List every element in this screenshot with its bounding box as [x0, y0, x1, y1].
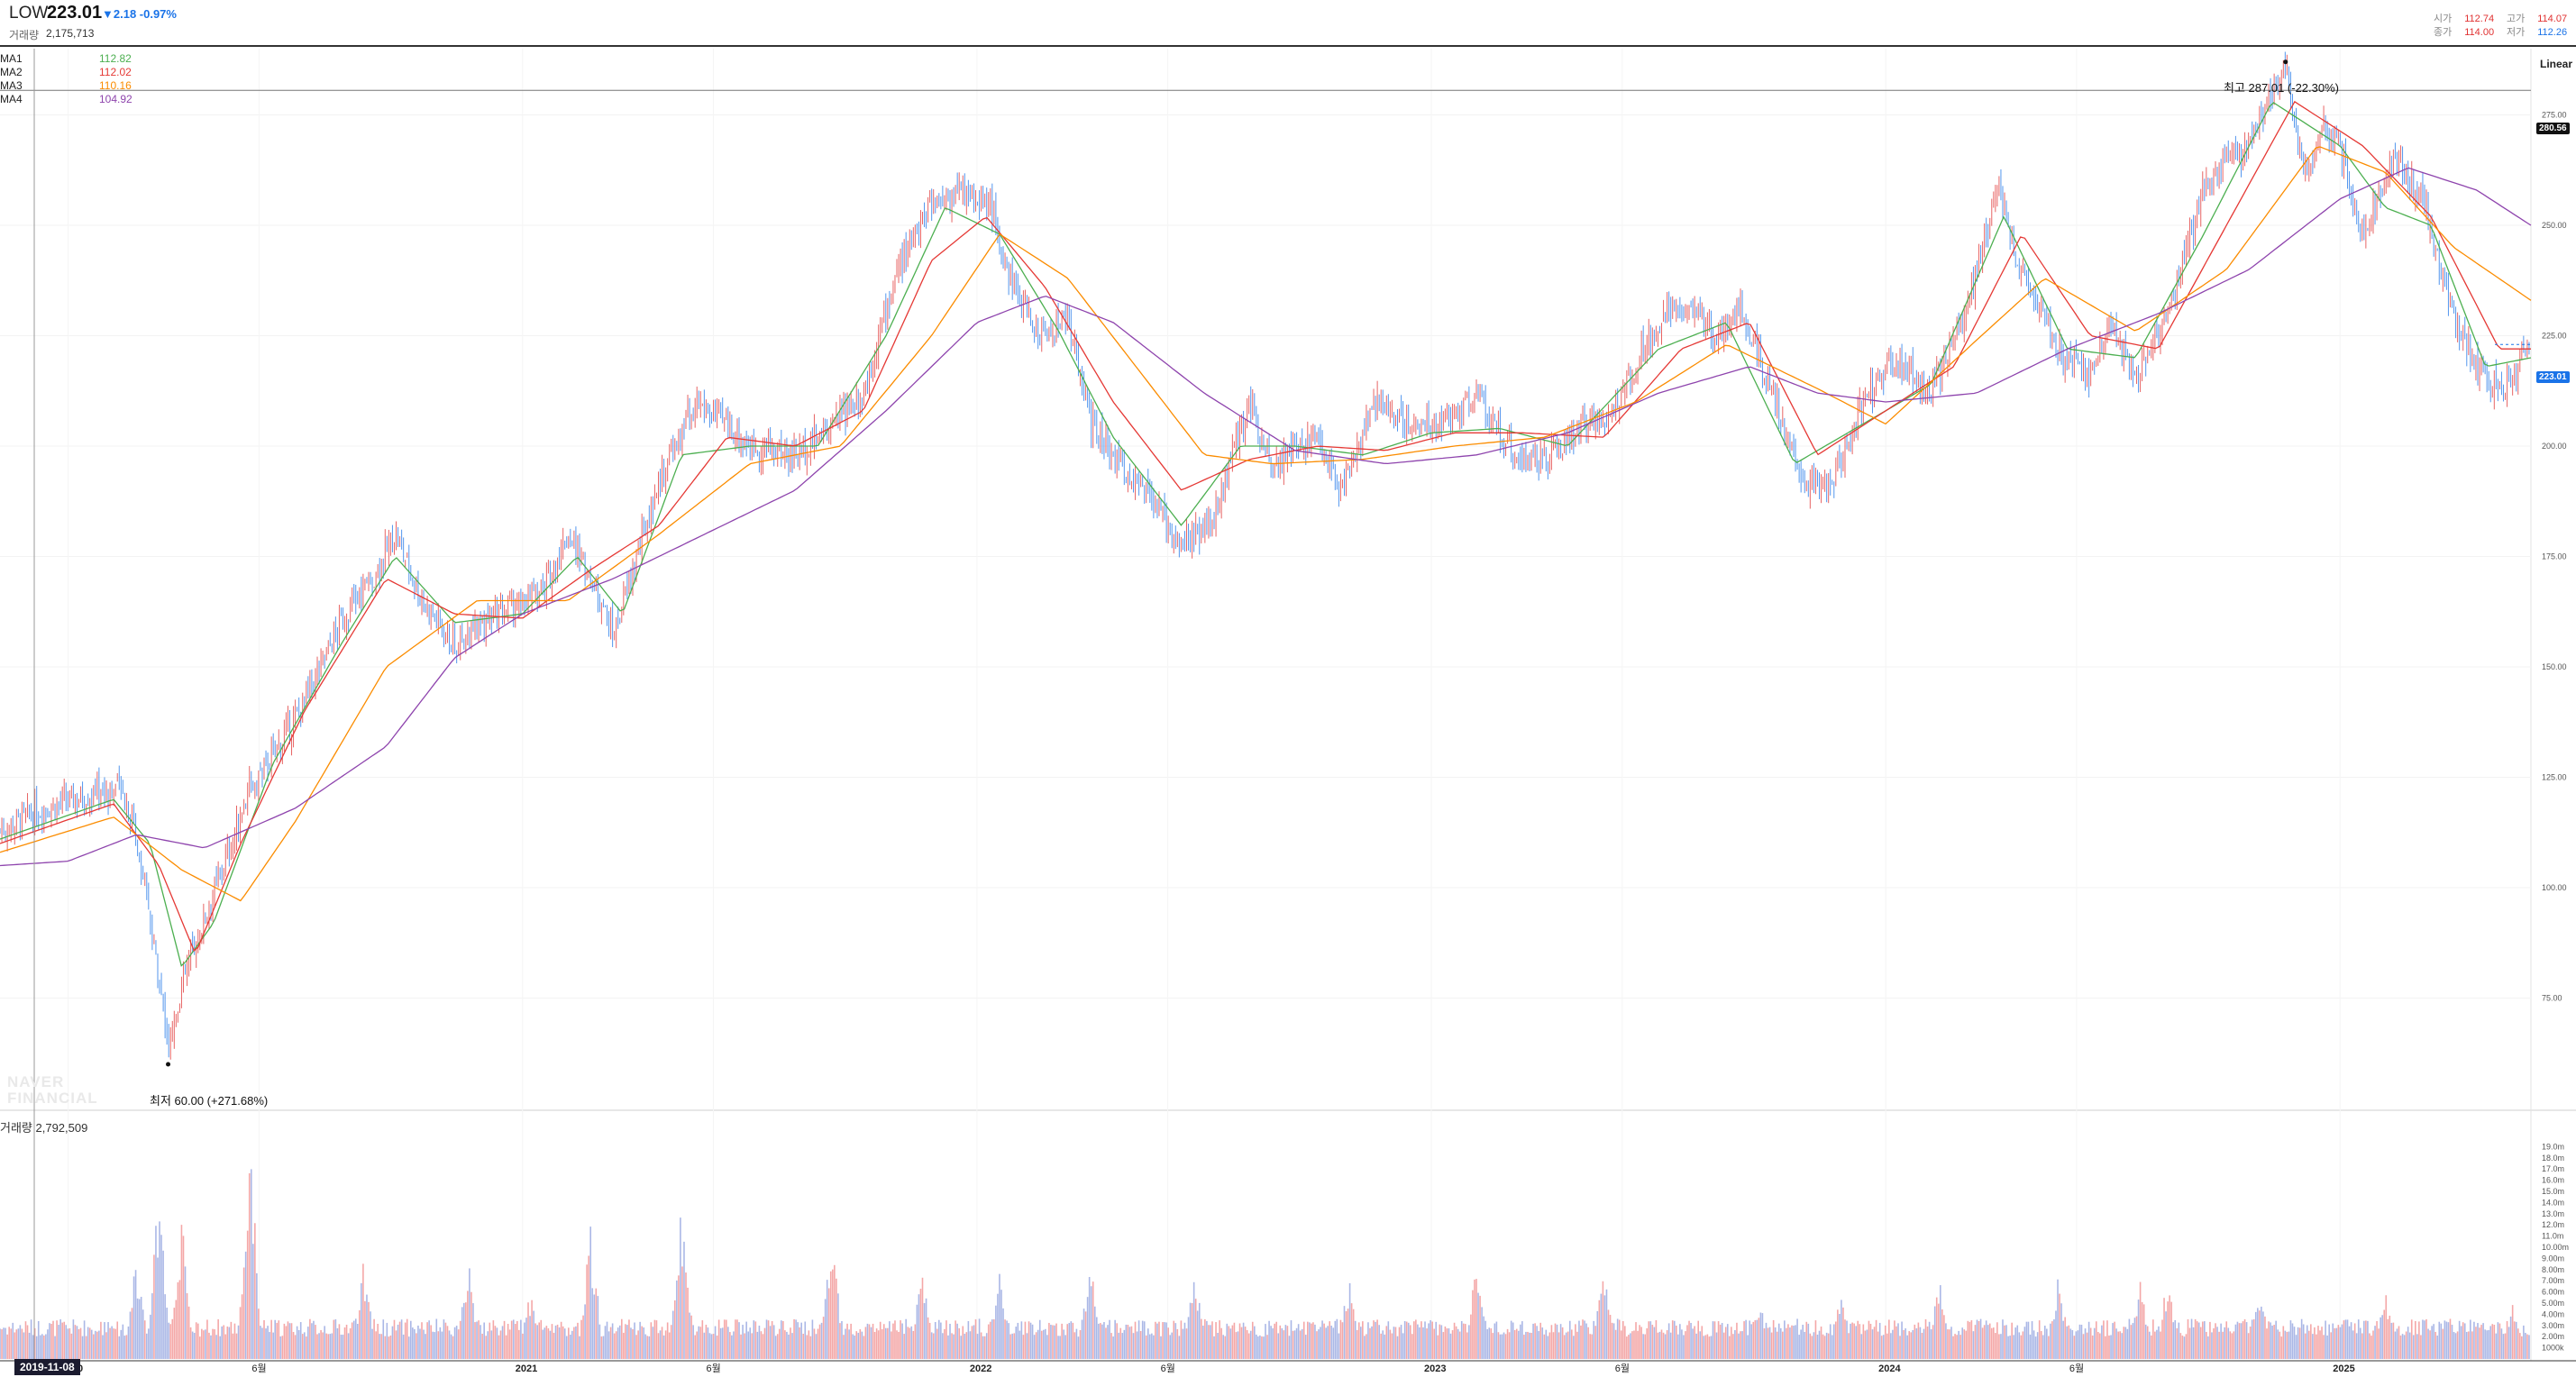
ohlc-label: 고가	[2507, 14, 2526, 24]
volume-tick-label: 9.00m	[2542, 1254, 2564, 1263]
volume-tick-label: 4.00m	[2542, 1309, 2564, 1318]
x-tick-label: 2025	[2333, 1363, 2354, 1374]
volume-tick-label: 19.0m	[2542, 1142, 2564, 1151]
ohlc-item: 종가 114.00	[2434, 24, 2494, 39]
volume-tick-label: 11.0m	[2542, 1232, 2563, 1241]
x-tick-label: 6월	[706, 1363, 720, 1374]
x-tick-label: 6월	[1615, 1363, 1630, 1374]
crosshair-price-badge: 280.56	[2536, 123, 2570, 134]
volume-tick-label: 10.00m	[2542, 1243, 2569, 1252]
crosshair-date-badge: 2019-11-08	[14, 1359, 80, 1375]
ohlc-item: 저가 112.26	[2507, 24, 2567, 39]
y-tick-label: 100.00	[2542, 883, 2567, 892]
naver-financial-watermark: NAVER FINANCIAL	[7, 1073, 98, 1107]
ma-name: MA1	[0, 52, 23, 65]
last-price-badge: 223.01	[2536, 371, 2570, 383]
ma-value: 112.02	[99, 66, 132, 78]
volume-tick-label: 3.00m	[2542, 1321, 2564, 1330]
ohlc-value: 114.07	[2537, 14, 2568, 24]
volume-tick-label: 16.0m	[2542, 1176, 2564, 1185]
ohlc-label: 저가	[2507, 27, 2526, 38]
y-tick-label: 150.00	[2542, 662, 2567, 671]
ma-line-ma3	[0, 146, 2532, 902]
volume-tick-label: 1000k	[2542, 1344, 2564, 1353]
volume-tick-label: 15.0m	[2542, 1187, 2564, 1196]
volume-label: 거래량	[9, 29, 40, 41]
chart-header: LOW 223.01 ▼2.18 -0.97% 거래량 2,175,713 시가…	[0, 0, 2576, 47]
ohlc-value: 112.74	[2464, 14, 2495, 24]
current-price: 223.01	[47, 3, 103, 23]
x-tick-label: 2024	[1878, 1363, 1901, 1374]
volume-tick-label: 12.0m	[2542, 1220, 2564, 1229]
price-change: ▼2.18 -0.97%	[102, 7, 177, 21]
y-tick-label: 175.00	[2542, 552, 2567, 561]
high-marker	[2283, 59, 2288, 65]
ohlc-label: 시가	[2434, 14, 2453, 24]
volume-tick-label: 8.00m	[2542, 1265, 2564, 1274]
ma-legend-item[interactable]: MA2 112.02	[0, 66, 144, 79]
volume-tick-label: 13.0m	[2542, 1209, 2564, 1218]
ohlc-item: 시가 112.74	[2434, 11, 2494, 25]
ma-line-ma1	[0, 102, 2532, 967]
volume-tick-label: 17.0m	[2542, 1164, 2564, 1173]
ohlc-value: 114.00	[2464, 27, 2495, 38]
x-tick-label: 2022	[970, 1363, 991, 1374]
y-tick-label: 125.00	[2542, 773, 2567, 782]
ma-name: MA2	[0, 66, 23, 78]
volume-panel-title: 거래량 2,792,509	[0, 1121, 88, 1135]
y-tick-label: 225.00	[2542, 332, 2567, 341]
high-annotation: 최고 287.01 (-22.30%)	[2224, 81, 2339, 95]
volume-tick-label: 2.00m	[2542, 1332, 2564, 1341]
y-tick-label: 250.00	[2542, 221, 2567, 230]
volume-tick-label: 14.0m	[2542, 1198, 2564, 1207]
scale-mode-toggle[interactable]: Linear	[2540, 58, 2573, 70]
ma-name: MA4	[0, 93, 23, 105]
ma-value: 112.82	[99, 52, 132, 65]
ma-legend-item[interactable]: MA4 104.92	[0, 93, 144, 106]
volume-tick-label: 6.00m	[2542, 1288, 2564, 1297]
x-tick-label: 6월	[1161, 1363, 1175, 1374]
volume-tick-label: 5.00m	[2542, 1299, 2564, 1308]
ma-line-ma4	[0, 167, 2532, 867]
volume-tick-label: 7.00m	[2542, 1276, 2564, 1285]
ma-legend-item[interactable]: MA3 110.16	[0, 79, 144, 93]
x-tick-label: 2021	[516, 1363, 537, 1374]
ticker-symbol: LOW	[9, 4, 49, 23]
ohlc-value: 112.26	[2537, 27, 2568, 38]
low-annotation: 최저 60.00 (+271.68%)	[150, 1094, 269, 1108]
low-marker	[166, 1062, 171, 1067]
x-tick-label: 6월	[251, 1363, 266, 1374]
ma-value: 104.92	[99, 93, 132, 105]
ma-line-ma2	[0, 100, 2531, 952]
volume-tick-label: 18.0m	[2542, 1154, 2564, 1163]
ohlc-label: 종가	[2434, 27, 2453, 38]
y-tick-label: 200.00	[2542, 442, 2567, 451]
ma-legend-item[interactable]: MA1 112.82	[0, 52, 144, 66]
x-tick-label: 2023	[1424, 1363, 1446, 1374]
y-tick-label: 75.00	[2542, 994, 2562, 1003]
ma-name: MA3	[0, 79, 23, 92]
ohlc-item: 고가 114.07	[2507, 11, 2567, 25]
volume-value: 2,175,713	[46, 27, 95, 40]
y-tick-label: 275.00	[2542, 111, 2567, 120]
x-tick-label: 6월	[2069, 1363, 2084, 1374]
ma-value: 110.16	[99, 79, 132, 92]
moving-average-legend: MA1 112.82 MA2 112.02 MA3 110.16 MA4 104.92	[0, 52, 144, 106]
